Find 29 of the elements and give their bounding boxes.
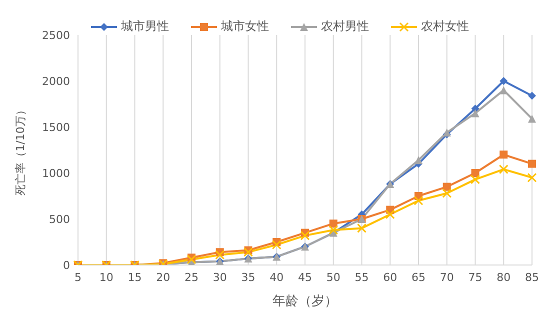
y-tick-label: 0: [63, 258, 70, 272]
x-tick-label: 80: [496, 270, 511, 284]
legend-label: 城市男性: [120, 18, 169, 35]
x-tick-label: 70: [440, 270, 454, 284]
x-axis-title: 年龄（岁）: [272, 294, 338, 309]
x-tick-label: 60: [383, 270, 398, 284]
x-tick-label: 35: [241, 270, 256, 284]
x-tick-label: 55: [354, 270, 369, 284]
x-tick-label: 15: [128, 270, 142, 284]
x-tick-label: 85: [525, 270, 539, 284]
x-tick-label: 65: [412, 270, 426, 284]
legend-label: 农村男性: [320, 18, 369, 35]
y-axis-title: 死亡率（1/10万）: [14, 104, 27, 196]
y-tick-label: 2000: [42, 74, 70, 88]
x-tick-label: 20: [156, 270, 170, 284]
x-tick-label: 50: [326, 270, 340, 284]
legend-label: 城市女性: [220, 18, 269, 35]
y-tick-label: 1000: [42, 166, 70, 180]
y-tick-label: 1500: [42, 120, 70, 134]
x-tick-label: 45: [298, 270, 312, 284]
x-tick-label: 10: [99, 270, 114, 284]
x-tick-label: 25: [184, 270, 198, 284]
x-tick-label: 40: [270, 270, 284, 284]
x-tick-label: 30: [212, 270, 227, 284]
y-tick-label: 2500: [42, 28, 70, 42]
y-tick-label: 500: [49, 212, 70, 226]
legend-label: 农村女性: [420, 18, 469, 35]
x-tick-label: 75: [468, 270, 482, 284]
x-tick-label: 5: [74, 270, 82, 284]
